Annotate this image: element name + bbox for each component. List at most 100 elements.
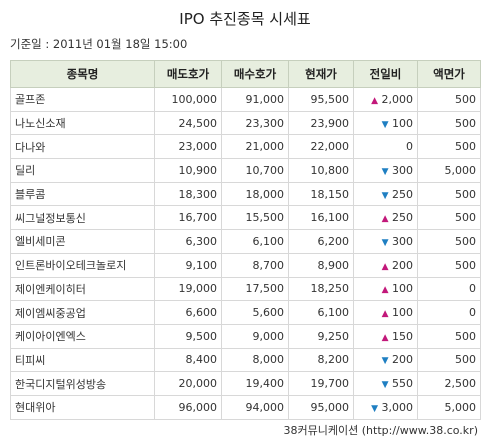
table-row: 현대위아 96,000 94,000 95,000 ▼ 3,000 5,000 <box>10 394 481 420</box>
cell-par: 500 <box>417 229 481 254</box>
table-body: 골프존 100,000 91,000 95,500 ▲ 2,000 500 나노신소재 24,… <box>10 87 481 420</box>
triangle-down-icon: ▼ <box>381 119 389 130</box>
table-row: 티피씨 8,400 8,000 8,200 ▼ 200 500 <box>10 347 481 373</box>
cell-par: 500 <box>417 110 481 136</box>
cell-stock-name: 나노신소재 <box>10 110 155 136</box>
change-value: 250 <box>392 211 413 225</box>
cell-par: 500 <box>417 181 481 207</box>
cell-price: 19,700 <box>288 371 354 396</box>
cell-price: 6,200 <box>288 229 354 254</box>
table-row: 제이엔케이히터 19,000 17,500 18,250 ▲ 100 0 <box>10 276 481 302</box>
cell-price: 23,900 <box>288 110 354 136</box>
cell-stock-name: 씨그널정보통신 <box>10 205 155 231</box>
change-value: 200 <box>392 353 413 367</box>
change-value: 2,000 <box>381 92 414 106</box>
cell-bid: 19,400 <box>221 371 289 396</box>
header-bid: 매수호가 <box>221 60 289 88</box>
cell-stock-name: 엘비세미콘 <box>10 229 155 254</box>
table-row: 인트론바이오테크놀로지 9,100 8,700 8,900 ▲ 200 500 <box>10 252 481 278</box>
table-row: 제이엠씨중공업 6,600 5,600 6,100 ▲ 100 0 <box>10 300 481 325</box>
triangle-up-icon: ▲ <box>381 309 389 320</box>
table-row: 다나와 23,000 21,000 22,000 0 500 <box>10 134 481 160</box>
cell-stock-name: 케이아이엔엑스 <box>10 323 155 349</box>
cell-par: 500 <box>417 252 481 278</box>
cell-stock-name: 블루콤 <box>10 181 155 207</box>
cell-stock-name: 한국디지털위성방송 <box>10 371 155 396</box>
header-ask: 매도호가 <box>154 60 222 88</box>
cell-change: ▲ 2,000 <box>353 87 418 112</box>
change-value: 100 <box>392 306 413 320</box>
cell-bid: 8,700 <box>221 252 289 278</box>
cell-price: 8,200 <box>288 347 354 373</box>
header-price: 현재가 <box>288 60 354 88</box>
cell-change: ▲ 150 <box>353 323 418 349</box>
page-title: IPO 추진종목 시세표 <box>179 10 311 28</box>
table-header-row: 종목명 매도호가 매수호가 현재가 전일비 액면가 <box>10 60 481 88</box>
triangle-down-icon: ▼ <box>371 403 378 414</box>
triangle-down-icon: ▼ <box>381 356 389 367</box>
cell-price: 18,150 <box>288 181 354 207</box>
cell-par: 500 <box>417 205 481 231</box>
change-value: 300 <box>392 163 413 177</box>
change-value: 200 <box>392 258 413 272</box>
triangle-up-icon: ▲ <box>381 214 389 225</box>
change-value: 100 <box>392 282 413 296</box>
cell-stock-name: 제이엔케이히터 <box>10 276 155 302</box>
cell-par: 0 <box>417 300 481 325</box>
cell-bid: 21,000 <box>221 134 289 160</box>
cell-ask: 10,900 <box>154 158 222 183</box>
cell-stock-name: 티피씨 <box>10 347 155 373</box>
cell-bid: 8,000 <box>221 347 289 373</box>
change-value: 100 <box>392 116 413 130</box>
triangle-down-icon: ▼ <box>381 237 389 248</box>
cell-ask: 100,000 <box>154 87 222 112</box>
cell-stock-name: 인트론바이오테크놀로지 <box>10 252 155 278</box>
cell-par: 5,000 <box>417 394 481 420</box>
cell-stock-name: 현대위아 <box>10 394 155 420</box>
cell-par: 500 <box>417 134 481 160</box>
cell-bid: 23,300 <box>221 110 289 136</box>
cell-par: 5,000 <box>417 158 481 183</box>
change-value: 250 <box>392 187 413 201</box>
cell-price: 6,100 <box>288 300 354 325</box>
cell-ask: 9,100 <box>154 252 222 278</box>
cell-change: 0 <box>353 134 418 160</box>
cell-par: 500 <box>417 347 481 373</box>
cell-change: ▼ 300 <box>353 229 418 254</box>
cell-price: 22,000 <box>288 134 354 160</box>
cell-price: 95,000 <box>288 394 354 420</box>
change-value: 550 <box>392 377 413 391</box>
quote-table-container: 종목명 매도호가 매수호가 현재가 전일비 액면가 골프존 100,000 91,0… <box>10 60 481 420</box>
cell-bid: 5,600 <box>221 300 289 325</box>
cell-ask: 18,300 <box>154 181 222 207</box>
cell-change: ▼ 300 <box>353 158 418 183</box>
header-name: 종목명 <box>10 60 155 88</box>
cell-bid: 94,000 <box>221 394 289 420</box>
cell-change: ▼ 3,000 <box>353 394 418 420</box>
cell-change: ▲ 250 <box>353 205 418 231</box>
cell-price: 16,100 <box>288 205 354 231</box>
cell-bid: 18,000 <box>221 181 289 207</box>
cell-ask: 6,300 <box>154 229 222 254</box>
triangle-down-icon: ▼ <box>381 380 389 391</box>
change-value: 3,000 <box>381 400 414 414</box>
table-row: 씨그널정보통신 16,700 15,500 16,100 ▲ 250 500 <box>10 205 481 231</box>
cell-par: 0 <box>417 276 481 302</box>
basis-date: 기준일 : 2011년 01월 18일 15:00 <box>10 37 188 51</box>
cell-price: 95,500 <box>288 87 354 112</box>
cell-par: 500 <box>417 87 481 112</box>
cell-par: 2,500 <box>417 371 481 396</box>
cell-change: ▼ 250 <box>353 181 418 207</box>
cell-bid: 17,500 <box>221 276 289 302</box>
table-row: 딜리 10,900 10,700 10,800 ▼ 300 5,000 <box>10 158 481 183</box>
cell-ask: 6,600 <box>154 300 222 325</box>
table-row: 블루콤 18,300 18,000 18,150 ▼ 250 500 <box>10 181 481 207</box>
triangle-up-icon: ▲ <box>381 285 389 296</box>
cell-stock-name: 골프존 <box>10 87 155 112</box>
triangle-up-icon: ▲ <box>381 332 389 343</box>
cell-ask: 24,500 <box>154 110 222 136</box>
cell-ask: 8,400 <box>154 347 222 373</box>
header-change: 전일비 <box>353 60 418 88</box>
cell-price: 18,250 <box>288 276 354 302</box>
table-row: 한국디지털위성방송 20,000 19,400 19,700 ▼ 550 2,500 <box>10 371 481 396</box>
